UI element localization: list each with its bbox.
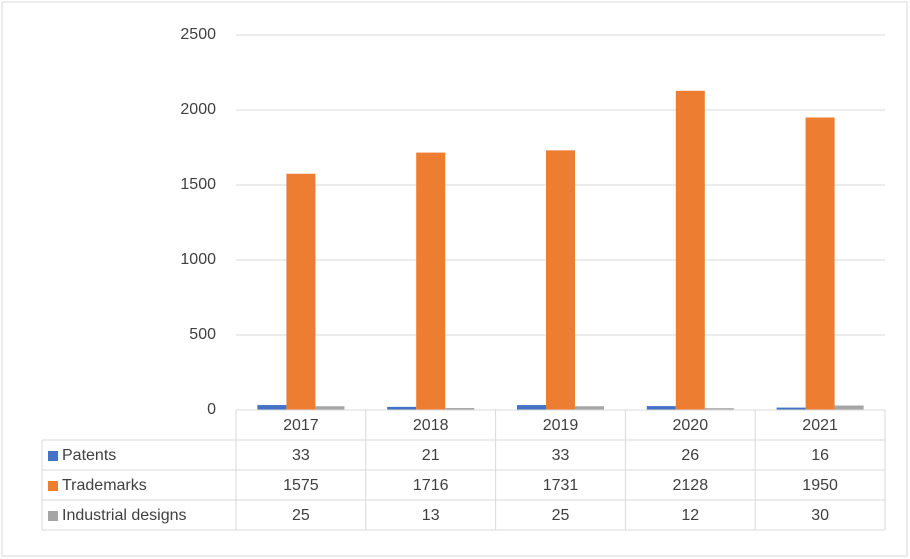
- x-tick-label: 2020: [673, 417, 709, 434]
- bar: [416, 152, 446, 410]
- table-value: 1950: [802, 477, 838, 494]
- y-tick-label: 0: [207, 401, 216, 418]
- bar: [575, 406, 604, 410]
- legend-swatch: [48, 451, 58, 461]
- table-value: 25: [552, 507, 570, 524]
- y-tick-label: 2000: [180, 101, 216, 118]
- table-value: 33: [292, 447, 310, 464]
- bar: [286, 173, 316, 410]
- bar: [704, 408, 734, 410]
- bar: [315, 406, 345, 410]
- x-tick-label: 2019: [543, 417, 579, 434]
- table-value: 16: [811, 447, 829, 464]
- bar: [546, 150, 575, 410]
- bar: [387, 406, 417, 410]
- bar: [675, 90, 705, 411]
- bar: [805, 117, 835, 410]
- legend-label: Industrial designs: [62, 507, 187, 524]
- table-value: 12: [681, 507, 699, 524]
- y-tick-label: 2500: [180, 26, 216, 43]
- legend-label: Patents: [62, 447, 116, 464]
- table-value: 1575: [283, 477, 319, 494]
- y-tick-label: 500: [189, 326, 216, 343]
- table-value: 25: [292, 507, 310, 524]
- legend-label: Trademarks: [62, 477, 147, 494]
- bar: [834, 405, 864, 410]
- bar: [776, 407, 806, 410]
- table-value: 21: [422, 447, 440, 464]
- x-tick-label: 2018: [413, 417, 449, 434]
- legend-swatch: [48, 511, 58, 521]
- bar: [517, 405, 546, 410]
- table-value: 26: [681, 447, 699, 464]
- y-tick-label: 1500: [180, 176, 216, 193]
- table-value: 13: [422, 507, 440, 524]
- bar: [257, 405, 287, 410]
- table-value: 1731: [543, 477, 579, 494]
- y-tick-label: 1000: [180, 251, 216, 268]
- bar: [646, 406, 676, 410]
- legend-swatch: [48, 481, 58, 491]
- table-value: 2128: [673, 477, 709, 494]
- x-tick-label: 2017: [283, 417, 319, 434]
- table-value: 1716: [413, 477, 449, 494]
- bar: [445, 408, 475, 410]
- table-value: 33: [552, 447, 570, 464]
- table-value: 30: [811, 507, 829, 524]
- x-tick-label: 2021: [802, 417, 838, 434]
